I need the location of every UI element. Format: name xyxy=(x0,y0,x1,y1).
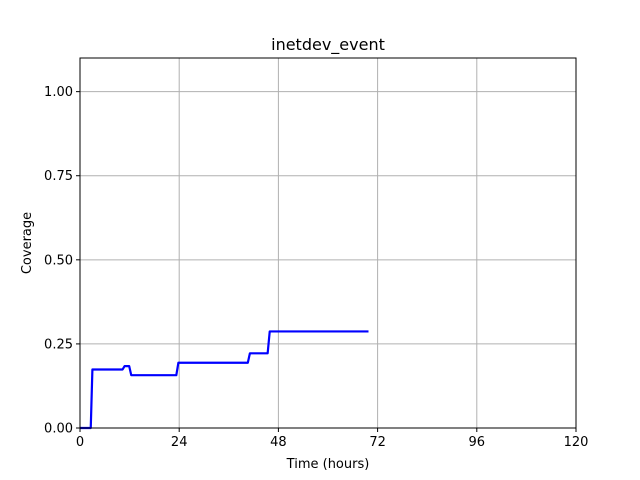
x-tick-label: 72 xyxy=(369,435,386,450)
series-layer xyxy=(80,330,369,430)
grid xyxy=(79,58,577,429)
x-tick-label: 0 xyxy=(76,435,84,450)
y-tick-label: 0.25 xyxy=(44,337,73,352)
x-tick-label: 96 xyxy=(469,435,486,450)
y-tick-label: 1.00 xyxy=(44,85,73,100)
x-tick-label: 24 xyxy=(171,435,188,450)
ticks: 0 24 48 72 96 120 0.00 0.25 0.50 0.75 1.00 xyxy=(44,85,588,450)
chart-title: inetdev_event xyxy=(271,35,385,55)
y-axis-label: Coverage xyxy=(20,212,35,274)
y-tick-label: 0.75 xyxy=(44,169,73,184)
x-tick-label: 120 xyxy=(564,435,589,450)
plot-frame xyxy=(79,57,577,429)
x-axis-label: Time (hours) xyxy=(286,457,370,472)
x-tick-label: 48 xyxy=(270,435,287,450)
y-tick-label: 0.50 xyxy=(44,253,73,268)
y-tick-label: 0.00 xyxy=(44,422,73,437)
series-line xyxy=(80,330,369,430)
